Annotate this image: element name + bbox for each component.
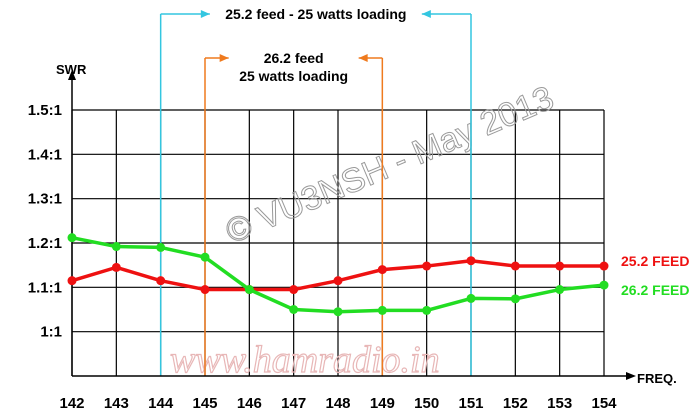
data-point (67, 276, 77, 286)
annotation-arrowhead-left (200, 10, 210, 18)
copyright-watermark: © VU3NSH - May 2013 (220, 79, 559, 251)
data-point (422, 305, 432, 315)
y-axis-arrowhead (68, 70, 76, 80)
y-tick-label: 1.5:1 (28, 102, 62, 119)
x-axis-label: FREQ. (637, 371, 677, 386)
x-tick-label: 149 (370, 395, 395, 412)
x-axis-arrowhead (626, 372, 636, 380)
series-label: 26.2 FEED (621, 282, 689, 298)
series-label: 25.2 FEED (621, 253, 689, 269)
data-point (466, 293, 476, 303)
x-tick-label: 143 (104, 395, 129, 412)
series-lines: 25.2 FEED 26.2 FEED (67, 233, 689, 317)
website-watermark: www.hamradio.in (170, 339, 440, 381)
data-point (289, 305, 299, 314)
x-tick-label: 145 (192, 395, 217, 412)
annotations: 25.2 feed - 25 watts loading 26.2 feed 25 … (159, 6, 472, 376)
data-point (466, 256, 476, 266)
data-point (244, 285, 254, 295)
y-tick-label: 1.3:1 (28, 191, 62, 208)
tick-labels: 142 143 144 145 146 147 148 149 150 151 152 153 154 1… (28, 102, 617, 412)
x-tick-label: 152 (503, 395, 528, 412)
annotation-arrowhead-right (358, 54, 368, 62)
x-tick-label: 146 (237, 395, 262, 412)
x-tick-label: 153 (547, 395, 572, 412)
x-tick-label: 150 (414, 395, 439, 412)
annotation-arrowhead-left (219, 54, 229, 62)
data-point (156, 276, 166, 286)
x-tick-label: 148 (325, 395, 350, 412)
x-tick-label: 147 (281, 395, 306, 412)
data-point (377, 265, 387, 275)
data-point (156, 242, 166, 252)
data-point (510, 294, 520, 304)
data-point (555, 261, 565, 271)
data-point (200, 252, 210, 262)
annotation-arrowhead-right (421, 10, 431, 18)
data-point (377, 305, 387, 315)
x-tick-label: 154 (591, 395, 617, 412)
y-axis-label: SWR (56, 62, 87, 77)
data-point (333, 276, 343, 286)
data-point (555, 285, 565, 295)
data-point (333, 307, 343, 317)
data-point (111, 242, 121, 252)
data-point (599, 261, 609, 271)
x-tick-label: 144 (148, 395, 174, 412)
data-point (510, 261, 520, 271)
y-tick-label: 1.4:1 (28, 146, 62, 163)
y-tick-label: 1:1 (40, 324, 62, 341)
y-tick-label: 1.1:1 (28, 279, 62, 296)
data-point (200, 285, 210, 295)
data-point (289, 285, 299, 295)
x-tick-label: 151 (458, 395, 483, 412)
axes (68, 70, 636, 380)
data-point (67, 233, 77, 243)
y-tick-label: 1.2:1 (28, 235, 62, 252)
annotation-text: 26.2 feed (264, 50, 324, 66)
x-tick-label: 142 (59, 395, 84, 412)
data-point (599, 280, 609, 290)
annotation-text: 25 watts loading (239, 68, 348, 84)
watermarks: © VU3NSH - May 2013 www.hamradio.in (169, 78, 559, 381)
data-point (422, 261, 432, 271)
grid (71, 109, 605, 376)
data-point (111, 262, 121, 272)
annotation-text: 25.2 feed - 25 watts loading (225, 6, 406, 22)
